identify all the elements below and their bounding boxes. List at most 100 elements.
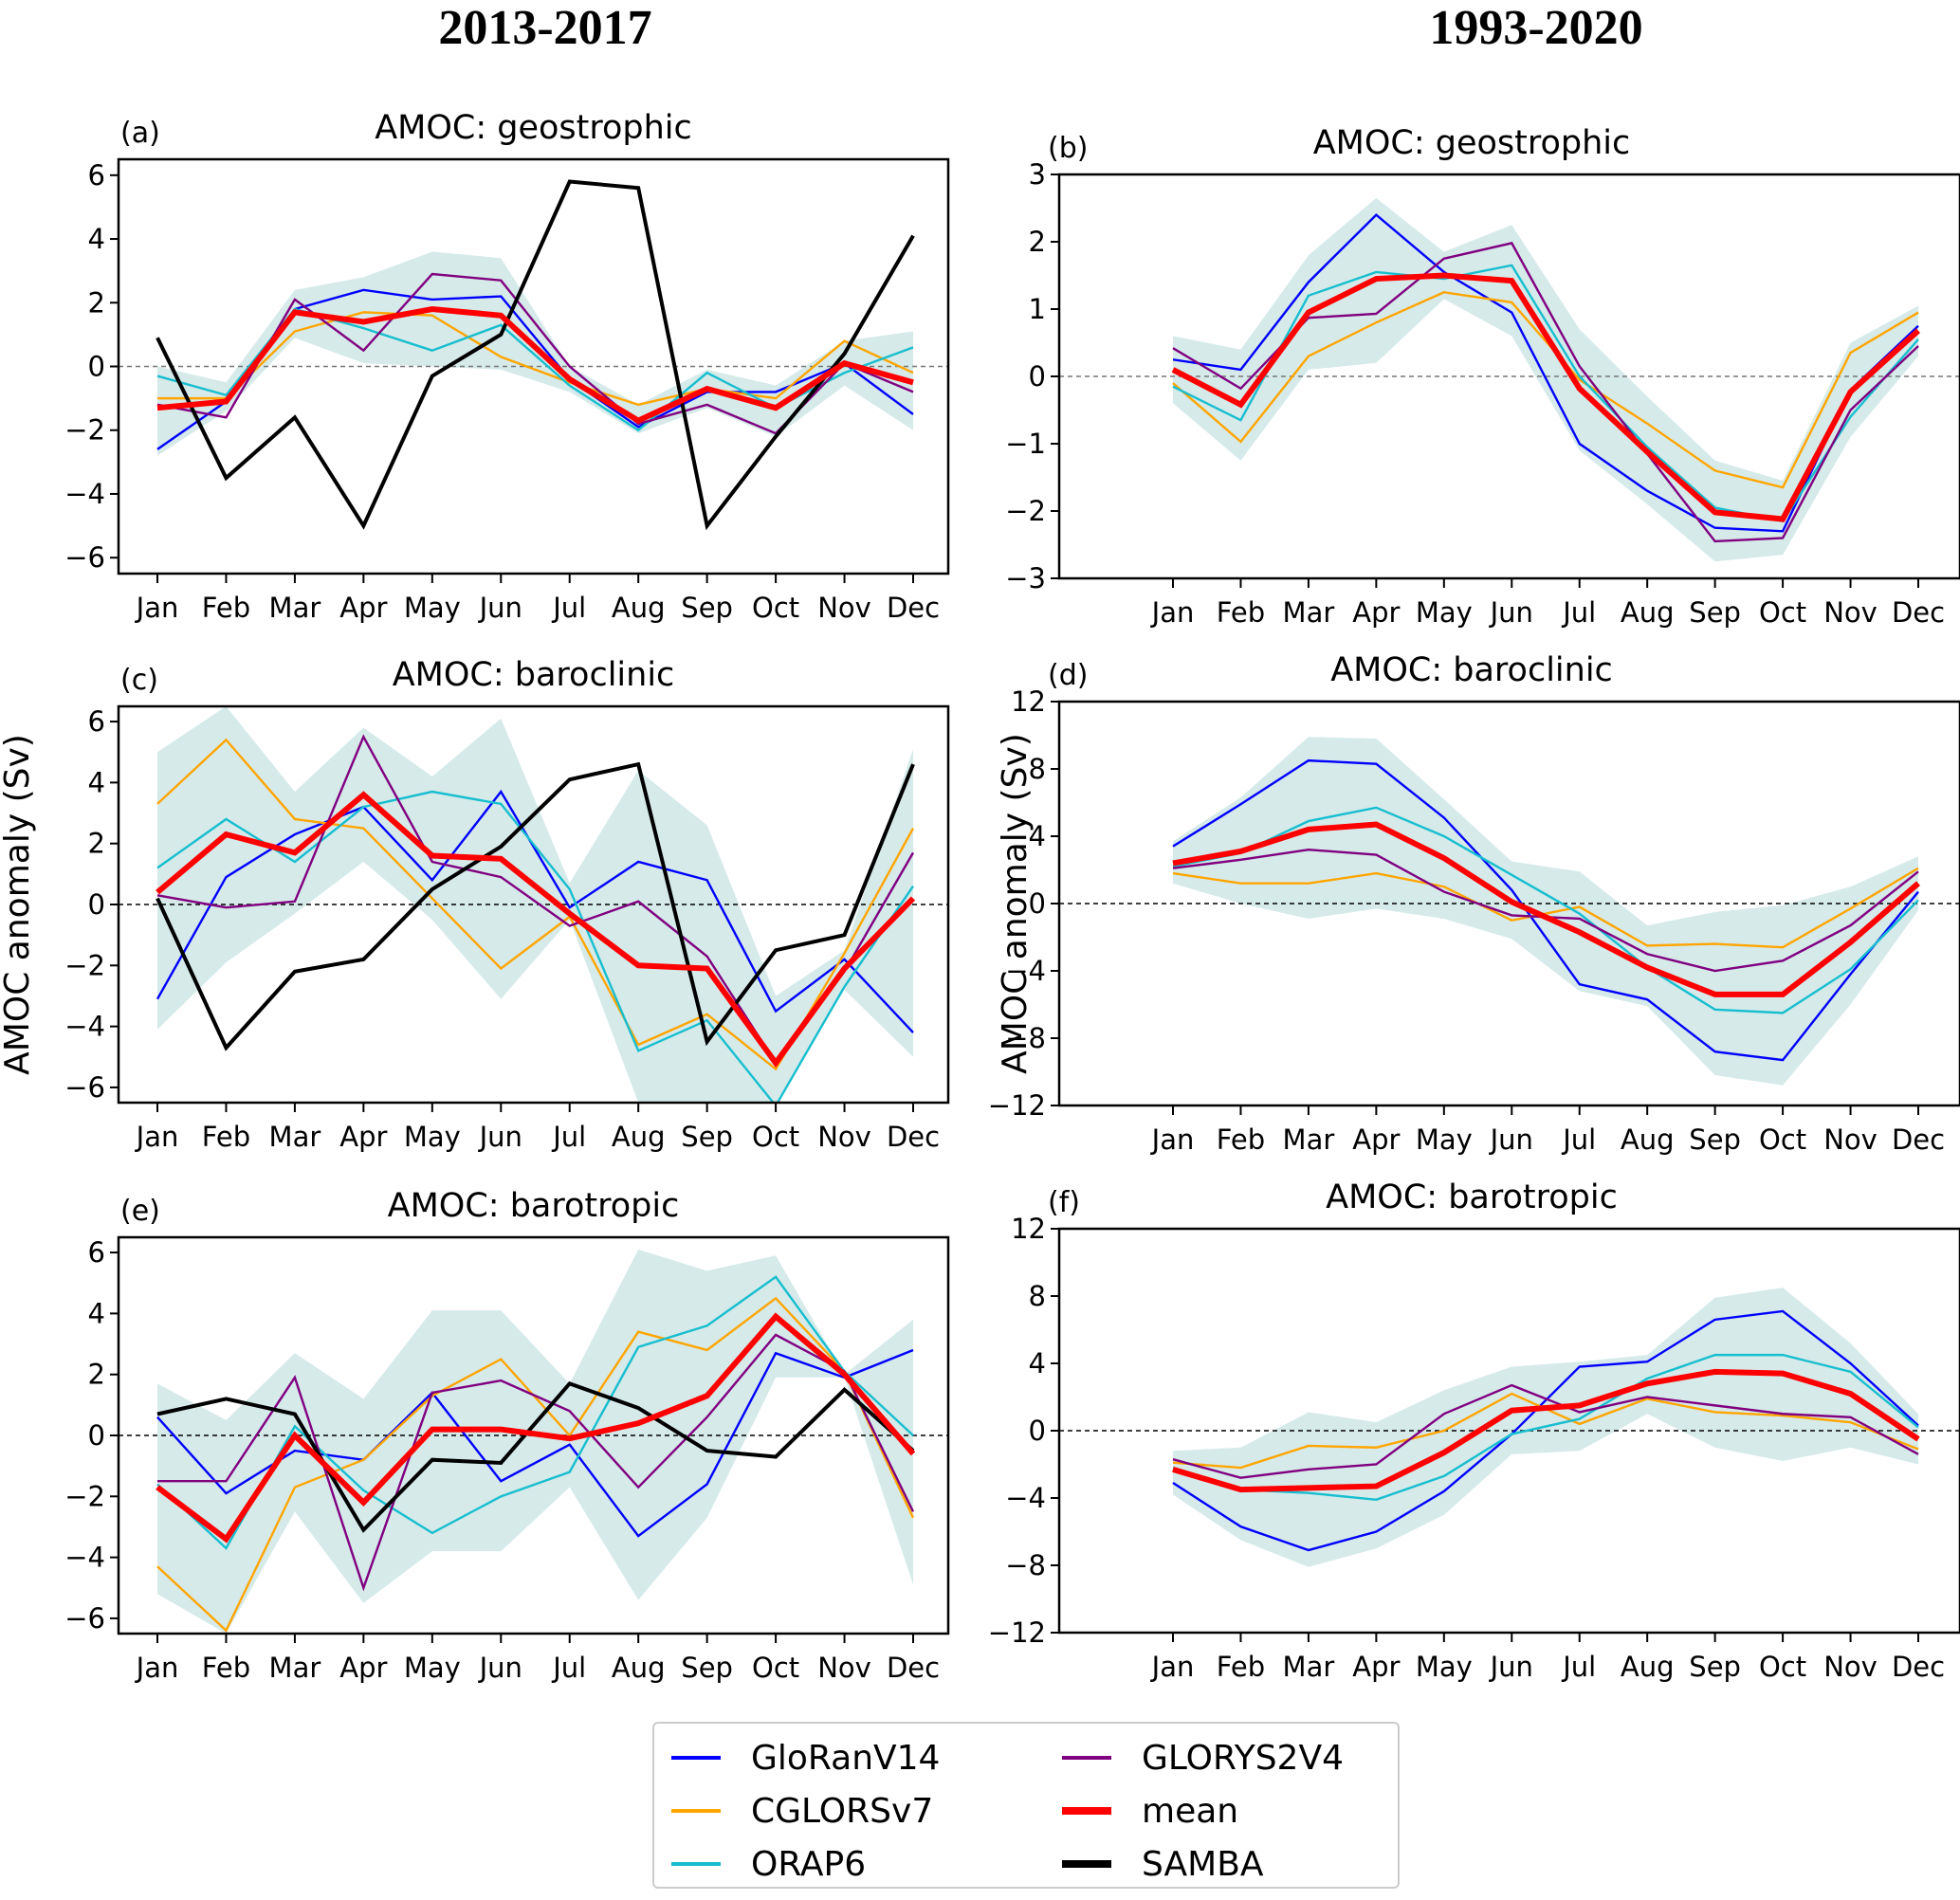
series-line-glorys2v4 [157, 1333, 915, 1592]
panel-tag: (a) [120, 117, 160, 150]
y-tick-label: −4 [64, 1542, 105, 1574]
y-axis-label: AMOC anomaly (Sv) [0, 734, 37, 1075]
y-tick-label: −4 [64, 478, 105, 510]
x-tick-label: Jul [551, 1652, 586, 1684]
x-tick-label: Aug [612, 1652, 666, 1684]
x-tick-label: Apr [339, 1121, 387, 1153]
series-line-samba [156, 761, 915, 1051]
x-tick-label: Feb [202, 1121, 250, 1153]
y-tick-label: −2 [1005, 495, 1046, 527]
x-tick-label: Nov [1823, 1124, 1878, 1156]
panel-f: −12 −8 −4 0 4 8 12 Jan Feb Mar Apr May Jun Jul Aug Sep O… [988, 1178, 1960, 1683]
x-tick-label: Dec [1892, 1124, 1945, 1156]
x-tick-label: Jan [1150, 1124, 1195, 1156]
series-line-orap6 [156, 1275, 914, 1550]
y-tick-label: 6 [88, 1236, 105, 1269]
series-line-samba [156, 179, 915, 531]
series-line-gloranv14 [156, 789, 914, 1033]
y-tick-label: −6 [64, 1602, 105, 1635]
x-tick-label: Aug [612, 1121, 666, 1153]
x-tick-label: Jun [1489, 596, 1533, 629]
panel-b: −3 −2 −1 0 1 2 3 Jan Feb Mar Apr May Jun Jul Aug Sep Oct… [1005, 124, 1960, 629]
x-tick-label: Mar [1283, 596, 1335, 629]
series-line-mean [156, 305, 914, 425]
x-tick-label: Apr [339, 592, 387, 624]
x-tick-label: Nov [817, 592, 871, 624]
legend-item-gloranv14: GloRanV14 [671, 1731, 940, 1784]
series-line-orap6 [1172, 1353, 1919, 1501]
x-tick-label: Jan [135, 1121, 179, 1153]
x-tick-label: Nov [817, 1652, 871, 1684]
x-tick-label: Mar [269, 592, 321, 624]
series-line-mean [156, 791, 916, 1069]
y-tick-label: 3 [1029, 158, 1046, 191]
legend-swatch-orap6 [671, 1862, 721, 1866]
x-tick-label: Sep [681, 1652, 733, 1684]
series-line-samba [156, 1380, 915, 1533]
y-tick-label: 0 [1029, 360, 1046, 393]
x-tick-label: Jan [135, 1652, 179, 1684]
x-tick-label: Dec [887, 1121, 940, 1153]
x-tick-label: Jun [478, 1121, 522, 1153]
x-tick-label: Aug [1621, 1124, 1675, 1156]
panel-e: −6 −4 −2 0 2 4 6 Jan Feb Mar Apr May Jun Jul Aug Sep Oct… [64, 1187, 950, 1684]
y-axis-label: AMOC anomaly (Sv) [996, 733, 1035, 1074]
spread-band [157, 251, 913, 456]
spread-band [1173, 737, 1918, 1086]
panel-title: AMOC: barotropic [1326, 1178, 1618, 1216]
plot-area [1059, 197, 1960, 562]
y-tick-label: 2 [88, 1359, 105, 1391]
legend-item-orap6: ORAP6 [671, 1837, 866, 1891]
y-tick-label: 2 [1029, 226, 1046, 258]
panel-title: AMOC: baroclinic [393, 656, 675, 694]
panel-c: −6 −4 −2 0 2 4 6 Jan Feb Mar Apr May Jun Jul Aug Sep Oct… [0, 656, 950, 1153]
series-line-cglorsv7 [1172, 867, 1919, 949]
legend-item-samba: SAMBA [1062, 1837, 1264, 1891]
x-tick-label: Feb [1217, 1124, 1265, 1156]
series-line-mean [156, 1312, 916, 1544]
x-tick-label: May [404, 1121, 461, 1153]
x-tick-label: Sep [681, 592, 733, 624]
y-tick-label: 8 [1029, 753, 1046, 785]
panel-tag: (b) [1048, 132, 1088, 165]
series-line-mean [1172, 821, 1920, 997]
legend-item-cglorsv7: CGLORSv7 [671, 1784, 933, 1837]
x-tick-label: Mar [1283, 1124, 1335, 1156]
legend-label: GLORYS2V4 [1142, 1738, 1344, 1778]
series-line-orap6 [156, 790, 914, 1103]
y-tick-label: 4 [1029, 820, 1046, 852]
legend: GloRanV14 CGLORSv7 ORAP6 GLORYS2V4 mean … [652, 1722, 1400, 1889]
legend-swatch-samba [1062, 1860, 1111, 1868]
x-tick-label: Sep [1689, 1124, 1741, 1156]
series-line-gloranv14 [1172, 212, 1919, 533]
series-line-cglorsv7 [156, 1296, 915, 1633]
y-tick-label: 2 [88, 828, 105, 860]
x-tick-label: Jul [1561, 1651, 1596, 1683]
y-tick-label: −4 [1005, 955, 1046, 987]
series-line-mean [1171, 272, 1921, 522]
x-tick-label: Jan [1150, 596, 1195, 629]
x-tick-label: Mar [269, 1121, 321, 1153]
panel-tag: (f) [1048, 1186, 1080, 1219]
spread-band [157, 1249, 913, 1634]
plot-area [119, 179, 948, 531]
y-tick-label: 8 [1029, 1280, 1046, 1312]
series-line-cglorsv7 [1172, 291, 1919, 489]
y-tick-label: −4 [1005, 1482, 1046, 1514]
y-tick-label: −6 [64, 1071, 105, 1104]
panel-tag: (e) [120, 1195, 160, 1228]
x-tick-label: Sep [681, 1121, 733, 1153]
series-line-gloranv14 [1172, 1309, 1919, 1552]
plot-area [1059, 1288, 1960, 1567]
x-tick-label: Nov [817, 1121, 871, 1153]
y-tick-label: 4 [1029, 1347, 1046, 1379]
y-tick-label: 0 [88, 351, 105, 383]
y-tick-label: −12 [988, 1617, 1046, 1649]
x-tick-label: May [404, 592, 461, 624]
x-tick-label: Nov [1823, 1651, 1878, 1683]
series-line-orap6 [1172, 806, 1919, 1014]
x-tick-label: May [1416, 1124, 1473, 1156]
x-tick-label: Oct [1759, 1124, 1806, 1156]
legend-swatch-gloranv14 [671, 1756, 721, 1760]
